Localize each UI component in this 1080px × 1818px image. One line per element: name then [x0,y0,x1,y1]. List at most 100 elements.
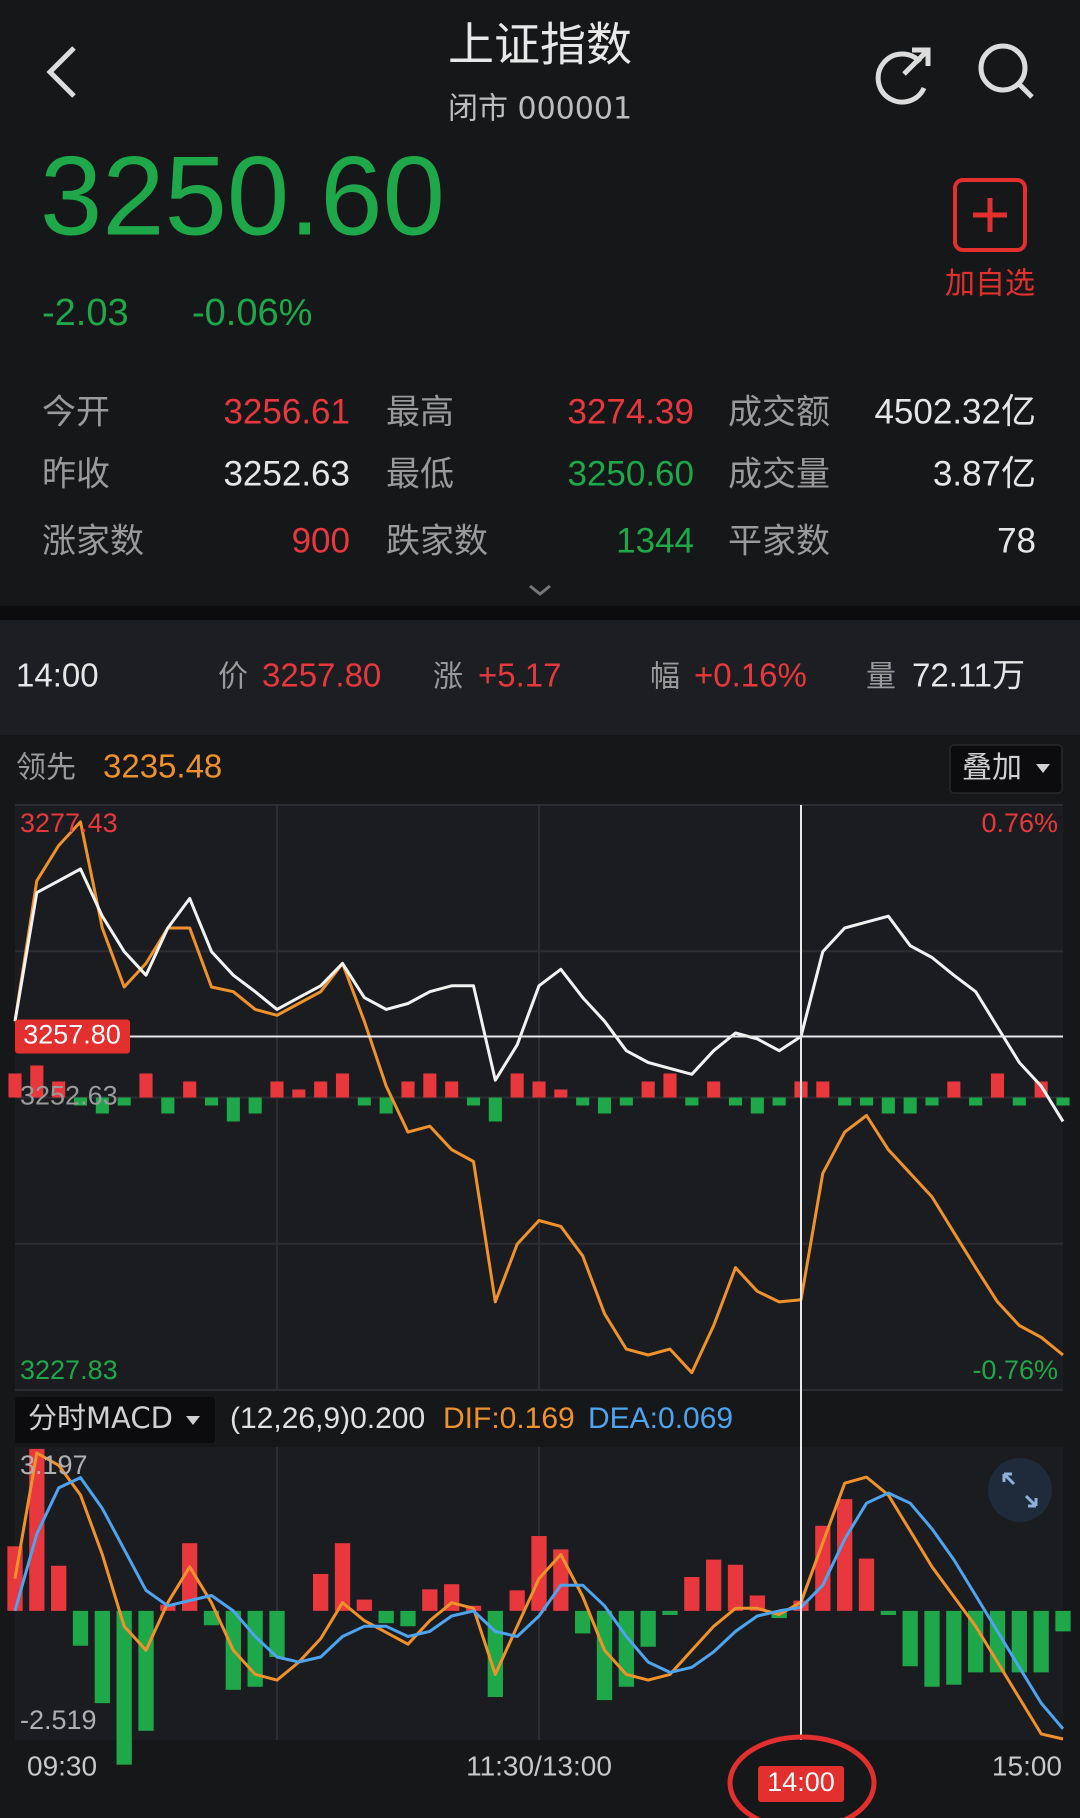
volume-bar [423,1073,437,1098]
stat-value: 1344 [616,521,694,560]
y-tick-label: 3252.63 [20,1081,118,1111]
volume-bar [335,1073,350,1098]
overlay-label: 叠加 [962,751,1022,786]
volume-bar [445,1081,459,1098]
volume-bar [379,1097,393,1114]
watch-button[interactable]: 加自选 [945,178,1035,302]
dea-line [13,1476,1065,1730]
macd-bar [72,1610,89,1646]
stat-value: 3.87亿 [933,454,1036,493]
fullscreen-bg [988,1458,1052,1522]
lead-label: 领先 [16,751,76,786]
macd-bar [378,1610,394,1624]
refresh-button[interactable] [875,47,931,105]
volume-bar [772,1097,786,1106]
macd-label: 分时MACD [28,1401,173,1435]
back-button[interactable] [46,46,76,98]
lead-line [13,820,1064,1375]
search-icon [978,43,1028,93]
macd-tick-label: 3.197 [20,1450,88,1480]
volume-bar [947,1081,961,1098]
macd-bar [269,1610,285,1658]
volume-bar [52,1081,66,1098]
info-pct-label: 幅 [650,660,680,695]
macd-tick-label: -2.519 [20,1705,97,1735]
macd-bar [422,1589,438,1611]
volume-bar [641,1081,655,1098]
plot: 3277.43 3252.63 3227.83 0.76% -0.76% 3.197 -2.… [7,804,1071,1802]
macd-bar [1011,1610,1027,1673]
crosshair-time-label: 14:00 [767,1767,835,1797]
volume-bar [292,1089,306,1098]
stat-label: 今开 [42,393,110,433]
stat-value: 3256.61 [223,392,350,431]
overlay-button[interactable]: 叠加 [949,744,1063,794]
volume-bar [554,1089,568,1098]
info-change: +5.17 [478,657,562,694]
refresh-icon [875,51,927,105]
watch-icon [953,178,1027,252]
volume-bar [510,1073,524,1098]
y2-tick-label: 0.76% [981,808,1058,838]
macd-bar [1033,1610,1049,1673]
volume-bar [859,1097,874,1106]
volume-bar [619,1097,633,1106]
fullscreen-button[interactable] [988,1458,1052,1522]
expand-chevron[interactable] [529,584,551,596]
volume-bar [270,1081,284,1098]
macd-arrow [186,1416,200,1425]
macd-bar [182,1543,198,1611]
macd-bar [313,1573,329,1611]
subtitle: 闭市 000001 [448,92,632,127]
volume-bar [139,1073,153,1098]
info-price: 3257.80 [262,657,381,694]
price-line [13,867,1065,1123]
overlay-arrow [1036,764,1050,773]
volume-bar [8,1073,22,1098]
stat-label: 涨家数 [42,522,144,562]
macd-bar [706,1559,722,1611]
stat-label: 最高 [386,393,454,433]
macd-bar [662,1610,678,1615]
info-bar [0,620,1080,735]
stat-value: 4502.32亿 [874,392,1036,431]
volume-bar [248,1097,262,1114]
macd-bar [400,1610,416,1627]
volume-bar [685,1097,699,1106]
watch-label: 加自选 [945,267,1035,302]
macd-bar [116,1610,132,1765]
macd-params: (12,26,9)0.200 [230,1402,425,1435]
macd-bar [1055,1610,1071,1632]
volume-bar [969,1097,983,1106]
plus-icon [973,198,1007,232]
volume-bar [750,1097,764,1114]
volume-bar [226,1097,240,1122]
volume-bar [707,1081,721,1098]
volume-bar [95,1097,109,1114]
volume-bar [816,1081,830,1098]
price: 3250.60 [40,134,445,259]
stat-label: 成交量 [728,455,830,495]
macd-bar [509,1590,525,1611]
x-tick-label: 15:00 [992,1750,1062,1781]
fullscreen-icon [1002,1472,1038,1508]
info-volume: 72.11万 [912,657,1025,694]
macd-bar [160,1604,176,1611]
volume-bar [314,1081,328,1098]
macd-bar [356,1599,372,1611]
macd-bar [138,1610,154,1731]
stat-label: 昨收 [42,455,110,495]
lead-value: 3235.48 [103,748,222,785]
stat-value: 900 [292,521,350,560]
stat-label: 最低 [386,455,454,495]
stat-value: 78 [997,521,1036,560]
search-button[interactable] [978,43,1034,99]
macd-selector[interactable]: 分时MACD [15,1397,215,1443]
macd-bar [640,1610,656,1647]
stat-label: 成交额 [728,393,830,433]
y2-tick-label: -0.76% [972,1355,1058,1385]
volume-bar [117,1097,131,1106]
overlay-box [949,744,1063,794]
info-volume-label: 量 [866,660,896,695]
change: -2.03 [42,292,129,334]
